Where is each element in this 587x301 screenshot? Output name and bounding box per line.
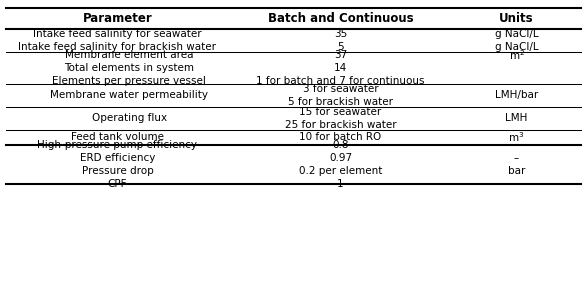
Text: LMH: LMH — [505, 113, 528, 123]
Text: 10 for batch RO: 10 for batch RO — [299, 132, 382, 142]
Text: 0.8
0.97
0.2 per element
1: 0.8 0.97 0.2 per element 1 — [299, 140, 382, 189]
Text: Membrane water permeability: Membrane water permeability — [50, 90, 208, 100]
Text: Feed tank volume: Feed tank volume — [71, 132, 164, 142]
Text: Units: Units — [500, 12, 534, 25]
Text: m$^2$: m$^2$ — [508, 48, 525, 88]
Text: Membrane element area
Total elements in system
Elements per pressure vessel: Membrane element area Total elements in … — [52, 50, 206, 86]
Text: g NaCl/L
g NaCl/L: g NaCl/L g NaCl/L — [495, 29, 538, 52]
Text: 35
5: 35 5 — [334, 29, 347, 52]
Text: Parameter: Parameter — [83, 12, 152, 25]
Text: Intake feed salinity for seawater
Intake feed salinity for brackish water: Intake feed salinity for seawater Intake… — [18, 29, 217, 52]
Text: –
–
bar
–: – – bar – — [508, 140, 525, 189]
Text: 3 for seawater
5 for brackish water: 3 for seawater 5 for brackish water — [288, 83, 393, 107]
Text: High-pressure pump efficiency
ERD efficiency
Pressure drop
CPF: High-pressure pump efficiency ERD effici… — [38, 140, 197, 189]
Text: 37
14
1 for batch and 7 for continuous: 37 14 1 for batch and 7 for continuous — [256, 50, 425, 86]
Text: Batch and Continuous: Batch and Continuous — [268, 12, 413, 25]
Text: LMH/bar: LMH/bar — [495, 90, 538, 100]
Text: Operating flux: Operating flux — [92, 113, 167, 123]
Text: 15 for seawater
25 for brackish water: 15 for seawater 25 for brackish water — [285, 107, 396, 130]
Text: m$^3$: m$^3$ — [508, 131, 525, 144]
